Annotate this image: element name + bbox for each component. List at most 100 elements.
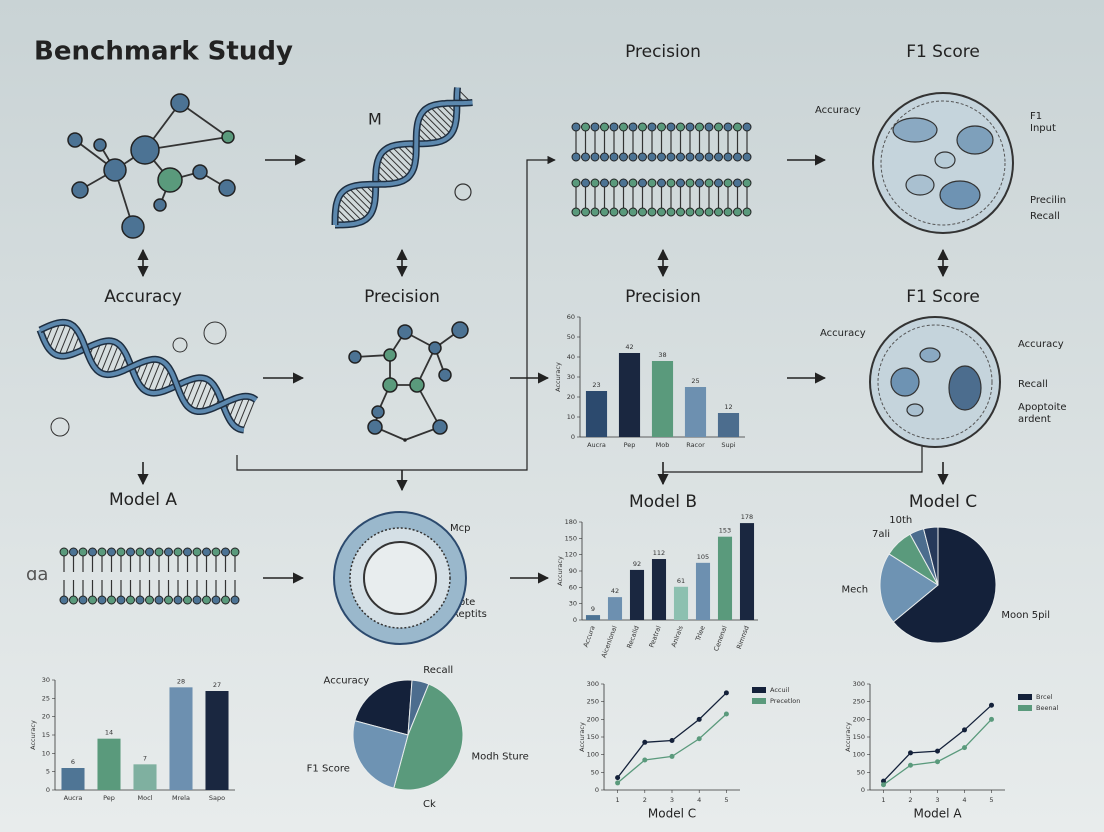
- lipid-head: [571, 178, 581, 188]
- node-label: F1 Score: [906, 287, 980, 307]
- lipid-head: [69, 547, 78, 557]
- bar: [629, 569, 645, 620]
- lipid-head: [116, 595, 126, 605]
- point: [962, 727, 967, 733]
- lipid-head: [59, 547, 69, 557]
- organelle: [905, 174, 935, 196]
- lipid-head: [638, 122, 647, 132]
- legend-swatch: [752, 687, 766, 693]
- bond: [416, 384, 441, 428]
- lipid-head: [647, 122, 657, 132]
- lipid-head: [733, 152, 742, 162]
- lipid-head: [685, 207, 695, 217]
- bar: [607, 597, 623, 620]
- organelle: [939, 180, 981, 210]
- lipid-head: [657, 152, 666, 162]
- value-label: 105: [697, 553, 709, 561]
- legend-label: Beenal: [1036, 704, 1059, 712]
- y-axis-title: Accuracy: [844, 722, 852, 752]
- lipid-head: [695, 178, 704, 188]
- x-tick-label: 4: [697, 796, 701, 804]
- annotation: Input: [1030, 123, 1056, 134]
- y-tick-label: 0: [46, 786, 50, 794]
- bar: [618, 353, 641, 437]
- pie-slice: [393, 683, 464, 791]
- atom: [93, 138, 107, 152]
- lipid-head: [685, 122, 695, 132]
- lipid-head: [704, 178, 714, 188]
- dna-rung: [338, 197, 363, 222]
- lipid-head: [600, 178, 609, 188]
- lipid-head: [638, 152, 647, 162]
- lipid-head: [676, 178, 685, 188]
- y-tick-label: 180: [565, 518, 577, 526]
- x-tick-label: Aucra: [587, 441, 606, 449]
- lipid-head: [78, 595, 88, 605]
- lipid-head: [628, 207, 638, 217]
- slice-label: Moon 5pil: [1001, 610, 1050, 621]
- y-tick-label: 100: [587, 751, 599, 759]
- atom: [67, 132, 83, 148]
- node-label: Model A: [109, 490, 177, 510]
- lipid-head: [647, 178, 657, 188]
- lipid-head: [704, 122, 714, 132]
- dna-rung: [232, 396, 245, 425]
- node-label: Model C: [909, 492, 977, 512]
- y-tick-label: 200: [853, 715, 865, 723]
- lipid-head: [173, 547, 183, 557]
- dna-rung: [242, 399, 256, 431]
- lipid-head: [97, 547, 107, 557]
- lipid-head: [116, 547, 126, 557]
- y-tick-label: 5: [46, 768, 50, 776]
- lipid-head: [628, 178, 638, 188]
- lipid-head: [145, 595, 154, 605]
- y-tick-label: 10: [42, 749, 50, 757]
- point: [669, 738, 675, 744]
- lipid-head: [183, 547, 192, 557]
- dna-rung: [429, 106, 454, 131]
- point: [962, 745, 967, 751]
- lipid-head: [695, 152, 704, 162]
- y-tick-label: 15: [42, 731, 50, 739]
- slice-label: Modh Sture: [472, 751, 529, 762]
- bar: [695, 562, 711, 620]
- organelle: [890, 367, 920, 397]
- y-tick-label: 0: [573, 616, 577, 624]
- lipid-head: [221, 547, 230, 557]
- value-label: 92: [633, 560, 641, 568]
- x-tick-label: 4: [962, 796, 966, 804]
- dna-rung: [200, 383, 214, 412]
- x-axis-title: Model C: [648, 807, 696, 821]
- point: [908, 750, 913, 756]
- value-label: 7: [143, 754, 147, 762]
- slice-label: 10th: [889, 515, 912, 526]
- dna-rung: [153, 363, 167, 394]
- column-title: Precision: [625, 42, 701, 62]
- y-tick-label: 250: [587, 698, 599, 706]
- lipid-head: [742, 178, 752, 188]
- organelle: [906, 403, 924, 417]
- y-tick-label: 150: [853, 733, 865, 741]
- point: [642, 757, 648, 763]
- lipid-head: [714, 178, 723, 188]
- lipid-head: [135, 547, 145, 557]
- lipid-head: [590, 122, 600, 132]
- bar: [684, 387, 707, 437]
- lipid-head: [221, 595, 230, 605]
- point: [881, 778, 886, 784]
- dna-rung: [353, 185, 375, 207]
- atom: [218, 179, 236, 197]
- dna-rung: [64, 328, 77, 357]
- lipid-head: [666, 152, 676, 162]
- lipid-head: [145, 547, 154, 557]
- point: [615, 780, 621, 786]
- lipid-head: [657, 178, 666, 188]
- lipid-head: [657, 122, 666, 132]
- value-label: 28: [177, 677, 185, 685]
- dna-rung: [185, 377, 197, 405]
- x-tick-label: Aucra: [64, 794, 83, 802]
- bar: [717, 536, 733, 620]
- y-tick-label: 200: [587, 715, 599, 723]
- atom: [348, 350, 362, 364]
- lipid-head: [581, 152, 590, 162]
